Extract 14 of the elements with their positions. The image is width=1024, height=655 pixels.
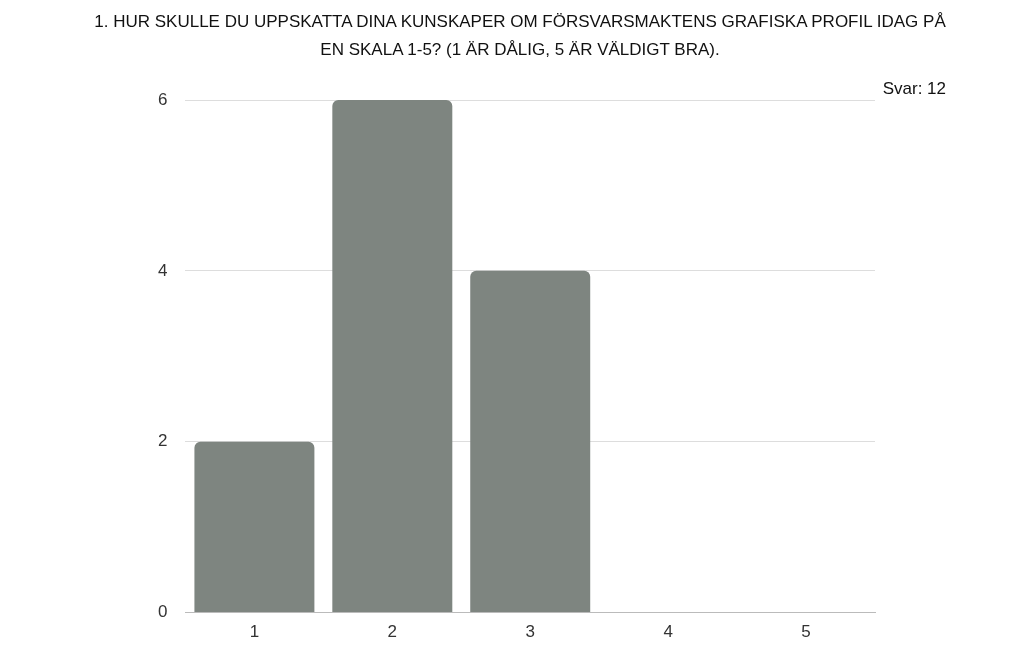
- chart-title: 1. HUR SKULLE DU UPPSKATTA DINA KUNSKAPER OM FÖRSVARSMAKTENS GRAFISKA PROFIL IDAG PÅ EN SKALA 1-5? (1 ÄR DÅLIG, 5 ÄR VÄLDIGT BRA).: [93, 11, 947, 61]
- y-tick-label: 6: [157, 89, 168, 109]
- x-tick-label: 2: [387, 622, 398, 642]
- bar: [194, 441, 315, 613]
- bar: [332, 100, 453, 613]
- text: Svar: 12: [882, 79, 946, 99]
- x-tick-label: 3: [525, 622, 535, 642]
- bar: [470, 270, 591, 613]
- y-tick-label: 2: [157, 431, 168, 451]
- y-tick-label: 0: [157, 602, 168, 622]
- x-tick-label: 5: [801, 622, 811, 642]
- x-tick-label: 1: [249, 622, 260, 642]
- y-tick-label: 4: [157, 260, 168, 280]
- x-tick-label: 4: [663, 622, 673, 642]
